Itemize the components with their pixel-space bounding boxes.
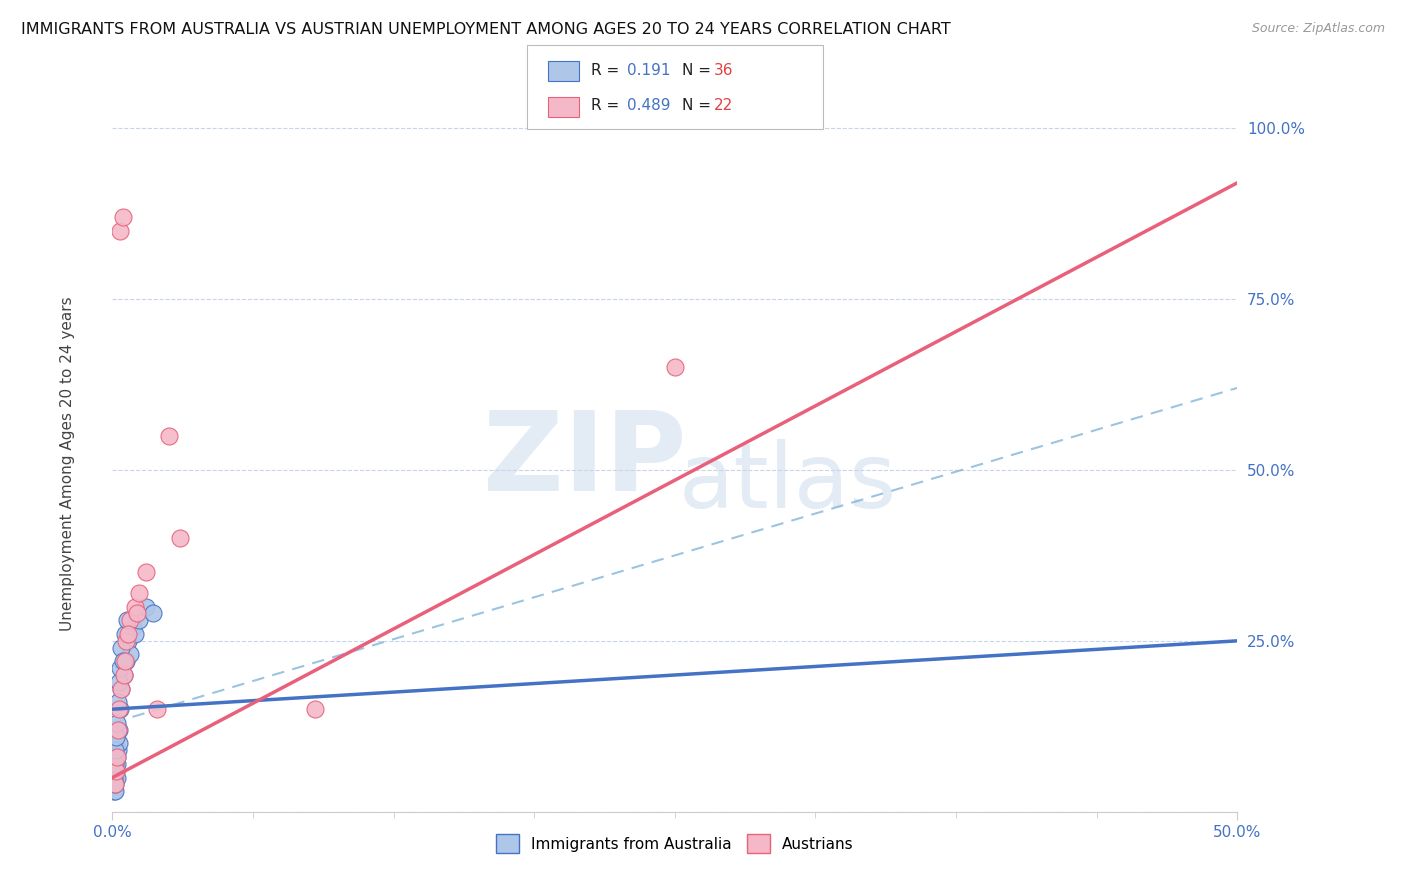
Point	[135, 566, 157, 580]
Point	[103, 771, 125, 785]
Text: 0.191: 0.191	[627, 62, 671, 78]
Point	[110, 702, 132, 716]
Point	[108, 661, 131, 675]
Point	[107, 743, 129, 757]
Point	[117, 627, 139, 641]
Point	[103, 777, 125, 791]
Point	[112, 668, 135, 682]
Text: atlas: atlas	[678, 439, 897, 526]
Point	[135, 599, 157, 614]
Point	[128, 613, 150, 627]
Point	[110, 640, 132, 655]
Point	[304, 702, 326, 716]
Point	[124, 627, 146, 641]
Text: Unemployment Among Ages 20 to 24 years: Unemployment Among Ages 20 to 24 years	[60, 296, 75, 632]
Text: R =: R =	[591, 98, 624, 113]
Point	[103, 784, 125, 798]
Point	[128, 586, 150, 600]
Point	[169, 531, 191, 545]
Text: N =: N =	[682, 98, 716, 113]
Text: ZIP: ZIP	[484, 407, 686, 514]
Point	[104, 764, 127, 778]
Point	[104, 784, 127, 798]
Point	[146, 702, 169, 716]
Point	[121, 620, 143, 634]
Point	[120, 613, 142, 627]
Point	[108, 723, 131, 737]
Point	[111, 210, 134, 224]
Text: R =: R =	[591, 62, 624, 78]
Point	[117, 633, 139, 648]
Point	[104, 764, 127, 778]
Point	[664, 360, 686, 375]
Text: 22: 22	[714, 98, 734, 113]
Point	[115, 613, 138, 627]
Point	[114, 654, 136, 668]
Point	[104, 771, 127, 785]
Point	[110, 224, 132, 238]
Point	[105, 756, 128, 771]
Point	[115, 654, 138, 668]
Point	[104, 743, 127, 757]
Point	[107, 723, 129, 737]
Text: 36: 36	[714, 62, 734, 78]
Point	[105, 750, 128, 764]
Point	[103, 777, 125, 791]
Text: N =: N =	[682, 62, 716, 78]
Legend: Immigrants from Australia, Austrians: Immigrants from Australia, Austrians	[489, 828, 860, 859]
Text: 0.489: 0.489	[627, 98, 671, 113]
Point	[110, 681, 132, 696]
Point	[105, 771, 128, 785]
Point	[114, 627, 136, 641]
Point	[157, 429, 180, 443]
Point	[104, 777, 127, 791]
Point	[103, 764, 125, 778]
Point	[104, 756, 127, 771]
Point	[107, 695, 129, 709]
Point	[112, 668, 135, 682]
Point	[127, 607, 149, 621]
Point	[107, 736, 129, 750]
Point	[124, 599, 146, 614]
Point	[111, 654, 134, 668]
Point	[115, 633, 138, 648]
Point	[142, 607, 165, 621]
Point	[107, 750, 129, 764]
Point	[105, 715, 128, 730]
Text: Source: ZipAtlas.com: Source: ZipAtlas.com	[1251, 22, 1385, 36]
Point	[110, 681, 132, 696]
Point	[108, 702, 131, 716]
Point	[107, 674, 129, 689]
Point	[105, 730, 128, 744]
Point	[120, 648, 142, 662]
Text: IMMIGRANTS FROM AUSTRALIA VS AUSTRIAN UNEMPLOYMENT AMONG AGES 20 TO 24 YEARS COR: IMMIGRANTS FROM AUSTRALIA VS AUSTRIAN UN…	[21, 22, 950, 37]
